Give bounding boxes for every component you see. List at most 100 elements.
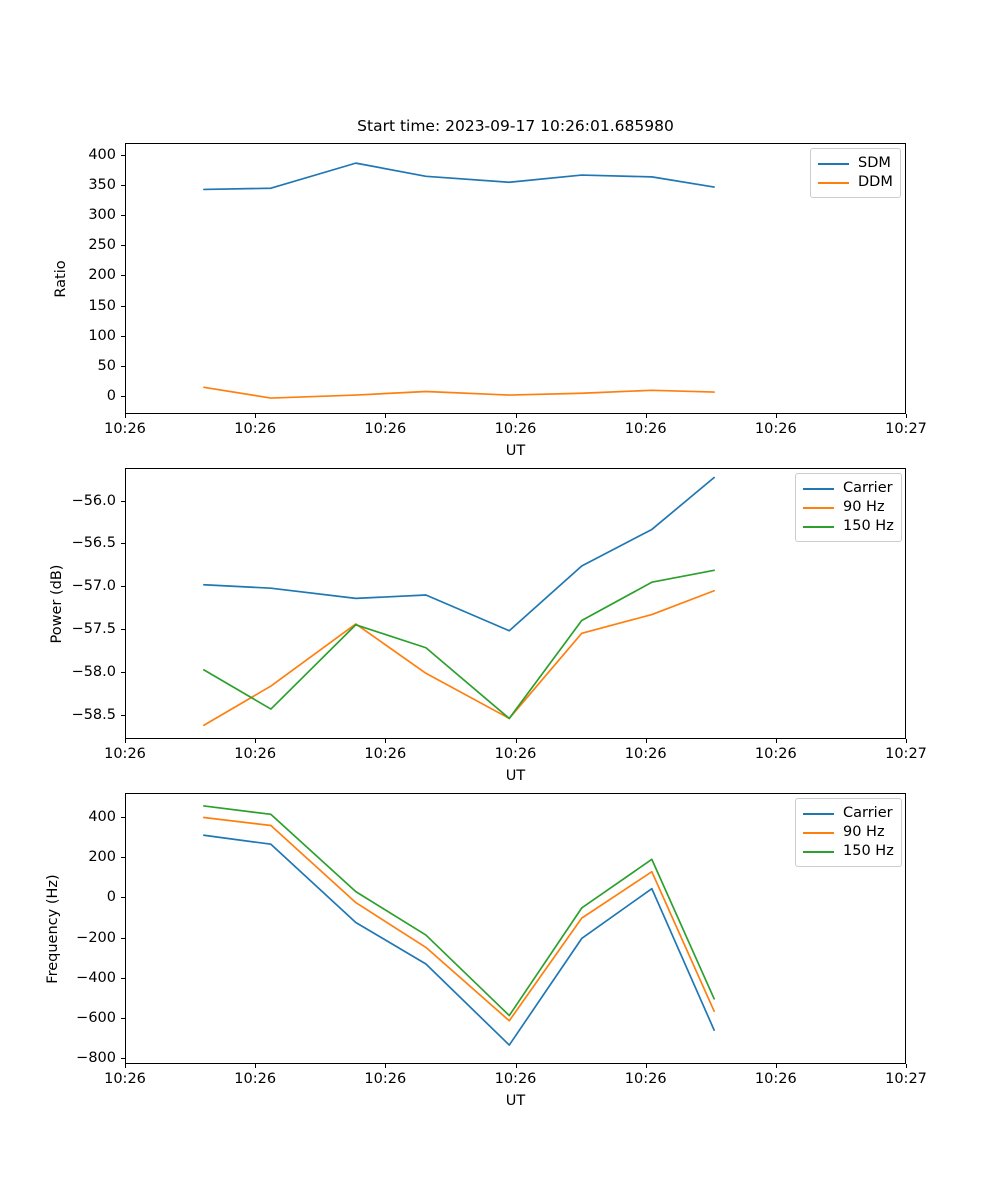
x-tick-label: 10:26 (364, 1071, 407, 1087)
xaxis-label-power: UT (505, 768, 526, 784)
y-tick-mark (121, 245, 125, 247)
x-tick-label: 10:26 (364, 746, 407, 762)
legend-item-90-hz[interactable]: 90 Hz (803, 498, 894, 517)
legend-label: DDM (858, 174, 893, 190)
y-tick-mark (121, 365, 125, 367)
y-tick-mark (121, 857, 125, 859)
x-tick-mark (775, 739, 777, 743)
y-tick-label: 250 (88, 237, 116, 254)
axes-ratio: Start time: 2023-09-17 10:26:01.685980 (125, 117, 906, 414)
y-tick-label: −57.5 (71, 621, 116, 638)
y-tick-label: 0 (106, 889, 116, 906)
axis-ticks-power: −58.5 −58.0 −57.5 −57.0 −56.5 −56.0 10:26 10:26… (72, 468, 927, 762)
plot-lines-frequency (203, 805, 715, 1046)
legend-item-sdm[interactable]: SDM (818, 154, 893, 173)
legend-swatch-icon (803, 850, 834, 853)
x-tick-mark (906, 1064, 907, 1068)
legend-swatch-icon (803, 487, 834, 490)
y-tick-mark (121, 305, 125, 307)
y-tick-mark (121, 897, 125, 899)
series-line-carrier (203, 834, 715, 1046)
legend-item-90-hz[interactable]: 90 Hz (803, 823, 894, 842)
x-tick-label: 10:27 (885, 421, 927, 437)
legend-ratio[interactable]: SDM DDM (810, 148, 901, 198)
legend-swatch-icon (803, 812, 834, 815)
y-tick-mark (121, 185, 125, 187)
x-tick-label: 10:26 (104, 746, 146, 762)
series-line-90-hz (203, 816, 715, 1022)
x-tick-mark (385, 1064, 387, 1068)
yaxis-label-frequency: Frequency (Hz) (45, 874, 61, 984)
y-tick-label: −200 (76, 929, 116, 946)
axis-ticks-ratio: 0 50 100 150 200 250 300 350 400 10:26 10:26 10:26 1… (88, 143, 927, 437)
figure-title: Start time: 2023-09-17 10:26:01.685980 (357, 117, 674, 135)
plot-lines-power (203, 476, 715, 727)
x-tick-mark (906, 414, 907, 418)
y-tick-label: 200 (88, 267, 116, 284)
y-tick-label: 50 (97, 357, 116, 374)
y-tick-label: 400 (88, 147, 116, 164)
x-tick-mark (645, 739, 647, 743)
x-tick-label: 10:26 (104, 1071, 146, 1087)
legend-item-ddm[interactable]: DDM (818, 173, 893, 192)
legend-label: 150 Hz (843, 843, 894, 859)
y-tick-mark (121, 335, 125, 337)
x-tick-mark (515, 1064, 517, 1068)
y-tick-label: −800 (76, 1049, 116, 1066)
legend-label: SDM (858, 155, 891, 171)
x-tick-mark (385, 414, 387, 418)
y-tick-mark (121, 395, 125, 397)
legend-frequency[interactable]: Carrier 90 Hz 150 Hz (795, 798, 902, 867)
y-tick-mark (121, 1017, 125, 1019)
y-tick-label: −58.5 (71, 706, 116, 723)
x-tick-label: 10:26 (624, 1071, 667, 1087)
x-tick-mark (385, 739, 387, 743)
y-tick-label: −58.0 (71, 664, 116, 681)
series-line-ddm (203, 386, 715, 399)
x-tick-label: 10:26 (234, 421, 277, 437)
legend-swatch-icon (803, 831, 834, 834)
y-tick-mark (121, 586, 125, 588)
yaxis-label-power: Power (dB) (49, 564, 65, 644)
y-tick-label: −600 (76, 1009, 116, 1026)
y-tick-label: 200 (88, 849, 116, 866)
axes-power (125, 468, 906, 739)
y-tick-mark (121, 543, 125, 545)
legend-swatch-icon (803, 525, 834, 528)
x-tick-mark (125, 739, 126, 743)
x-tick-label: 10:26 (754, 746, 797, 762)
legend-item-150-hz[interactable]: 150 Hz (803, 517, 894, 536)
legend-item-carrier[interactable]: Carrier (803, 479, 894, 498)
x-tick-mark (125, 1064, 126, 1068)
x-tick-mark (775, 414, 777, 418)
legend-label: 90 Hz (843, 824, 885, 840)
y-tick-label: 150 (88, 297, 116, 314)
y-tick-label: 300 (88, 207, 116, 224)
y-tick-label: −57.0 (71, 578, 116, 595)
x-tick-mark (515, 414, 517, 418)
legend-swatch-icon (818, 181, 849, 184)
y-tick-mark (121, 977, 125, 979)
y-tick-mark (121, 937, 125, 939)
legend-label: Carrier (843, 805, 893, 821)
x-tick-mark (255, 739, 257, 743)
x-tick-mark (775, 1064, 777, 1068)
y-tick-mark (121, 275, 125, 277)
xaxis-label-frequency: UT (505, 1093, 526, 1109)
y-tick-label: −56.5 (71, 535, 116, 552)
xaxis-label-ratio: UT (505, 443, 526, 459)
y-tick-mark (121, 817, 125, 819)
series-line-carrier (203, 476, 715, 632)
legend-power[interactable]: Carrier 90 Hz 150 Hz (795, 473, 902, 542)
yaxis-label-ratio: Ratio (53, 260, 69, 298)
x-tick-label: 10:27 (885, 746, 927, 762)
y-tick-label: −56.0 (71, 492, 116, 509)
x-tick-label: 10:26 (624, 421, 667, 437)
legend-item-carrier[interactable]: Carrier (803, 804, 894, 823)
y-tick-label: 0 (106, 387, 116, 404)
legend-swatch-icon (803, 506, 834, 509)
legend-item-150-hz[interactable]: 150 Hz (803, 842, 894, 861)
y-tick-mark (121, 155, 125, 157)
legend-label: 90 Hz (843, 499, 885, 515)
